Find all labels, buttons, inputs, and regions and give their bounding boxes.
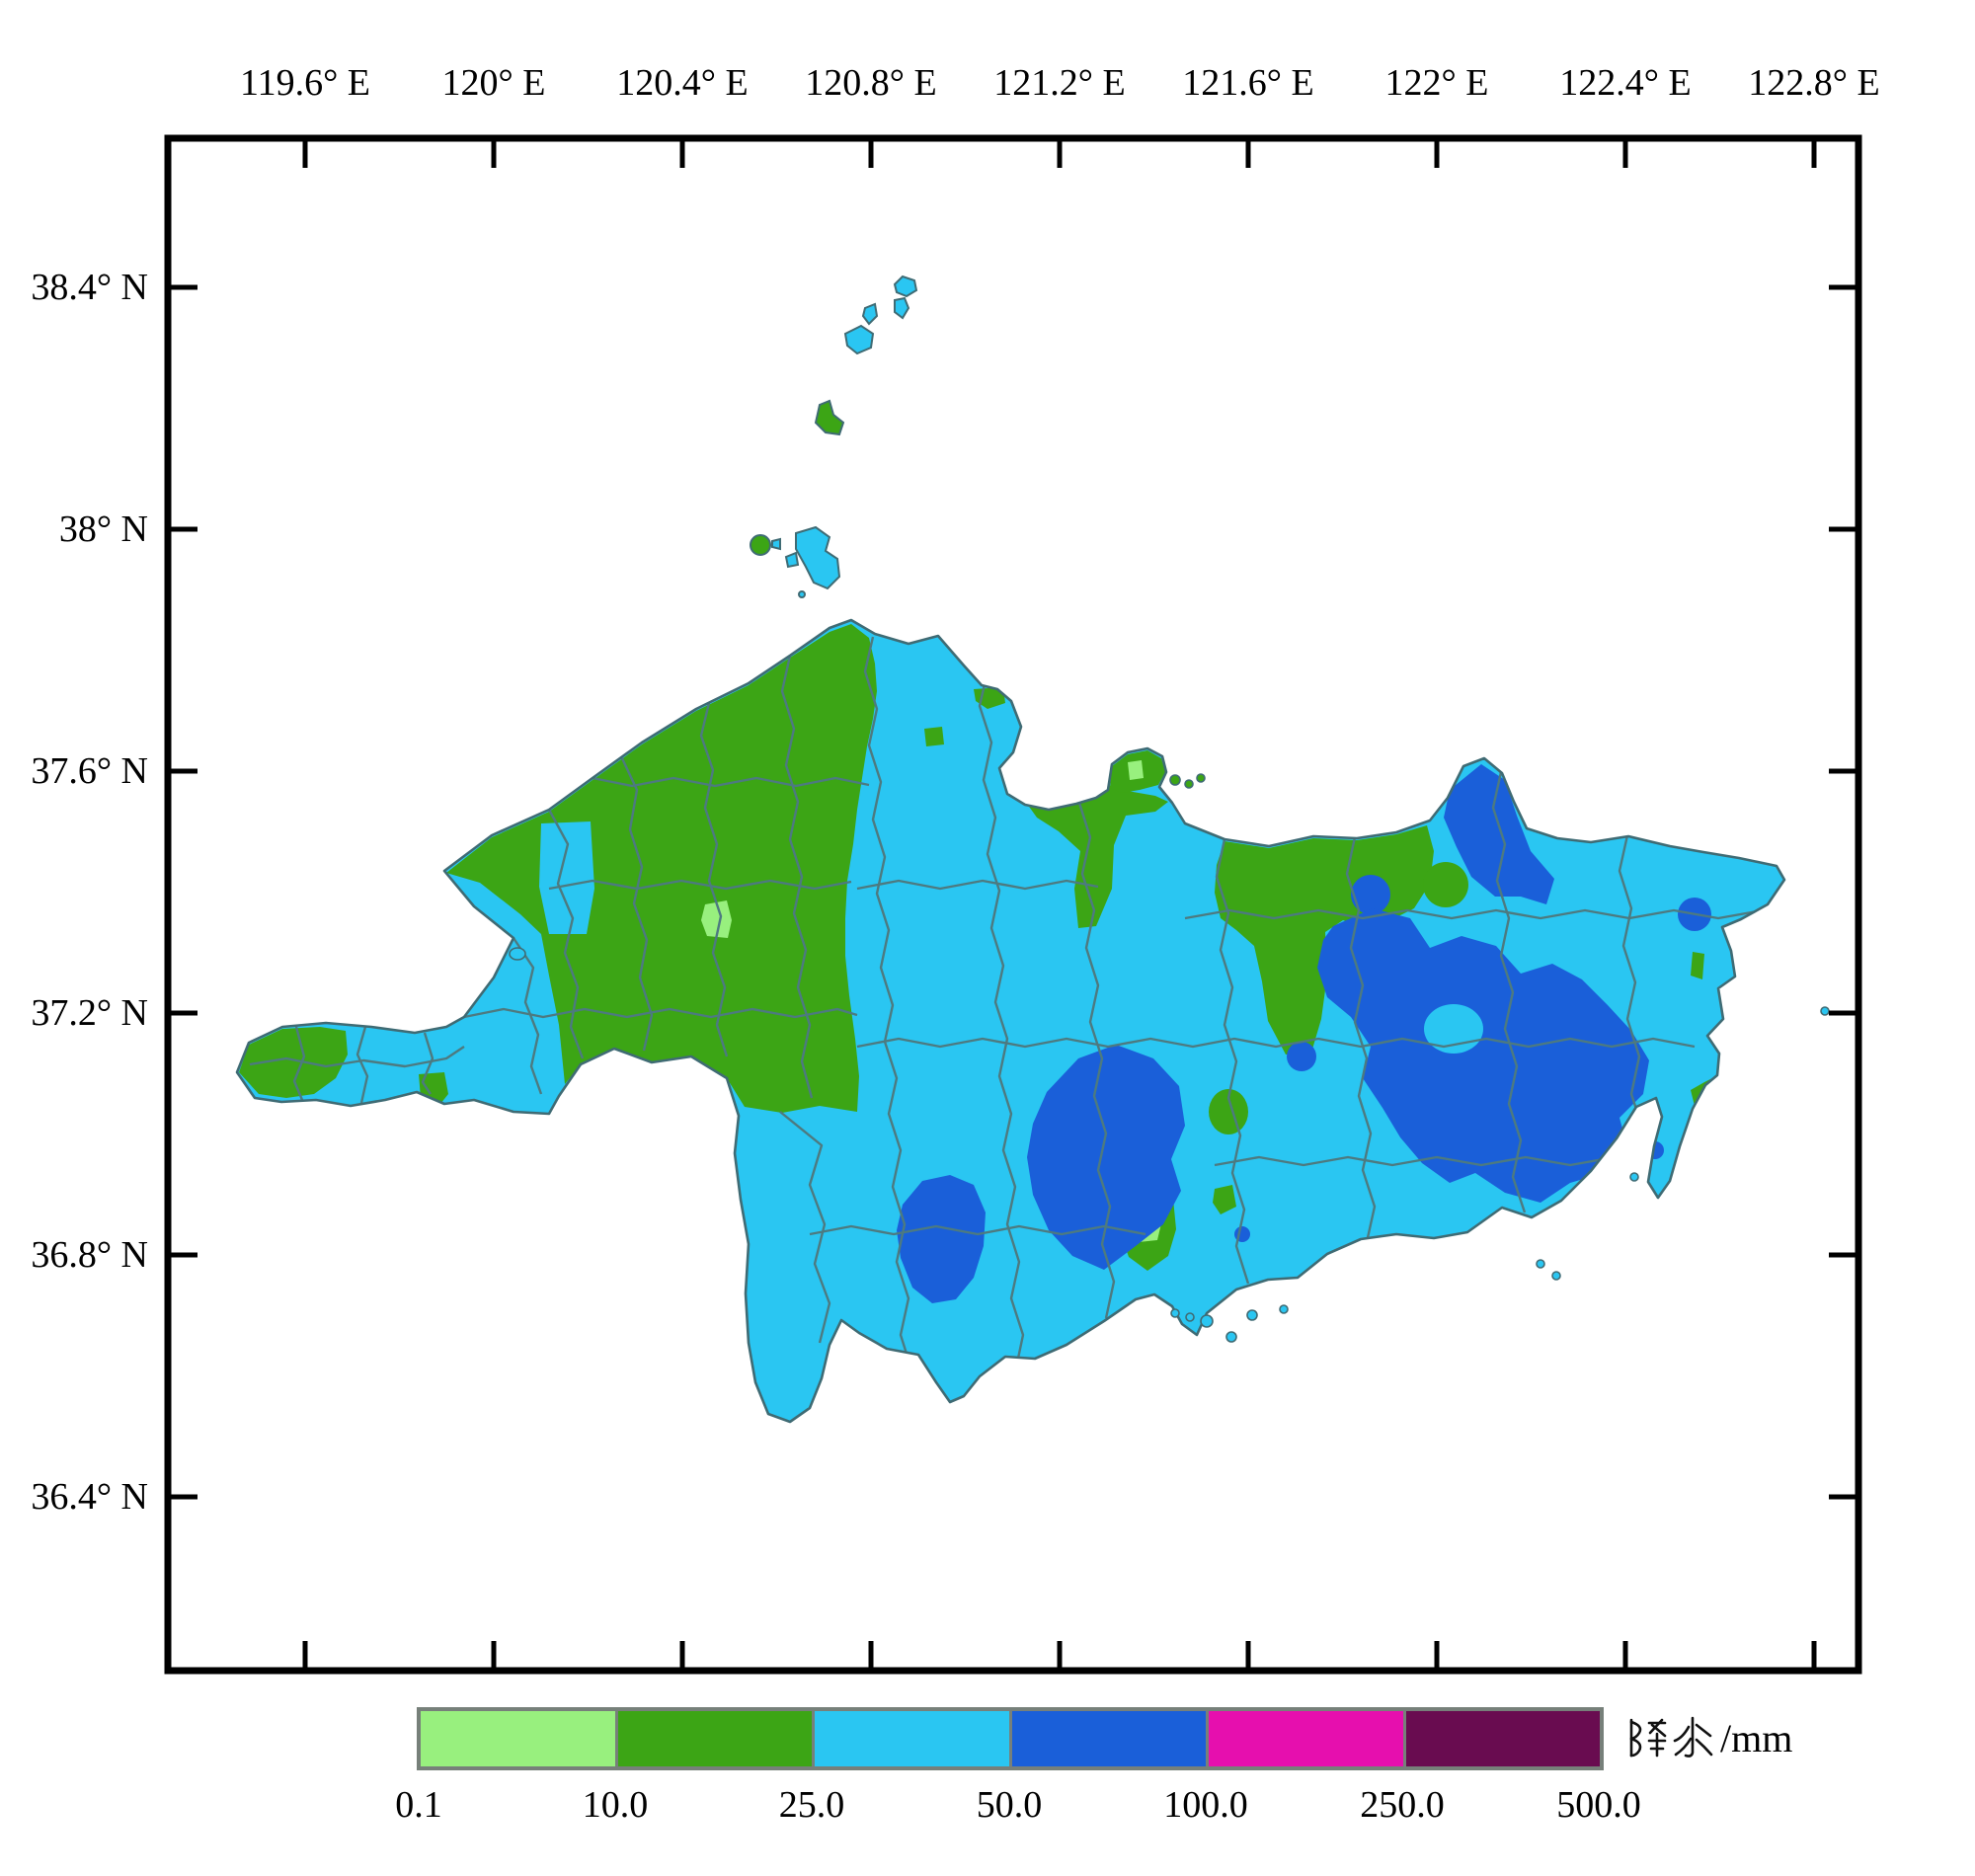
islet xyxy=(1536,1259,1545,1269)
green-small-patch-2 xyxy=(1213,1185,1236,1214)
legend-label: 50.0 xyxy=(976,1784,1043,1826)
legend-label: 10.0 xyxy=(582,1784,649,1826)
regions-50-100mm xyxy=(897,764,1835,1303)
islet xyxy=(1185,1312,1195,1322)
blue-northeast-patch xyxy=(1793,930,1835,977)
islet-green xyxy=(1169,774,1181,786)
coastal-islets xyxy=(509,773,1830,1343)
lon-tick-label: 120° E xyxy=(441,62,546,104)
lon-tick-label: 119.6° E xyxy=(240,62,370,104)
lon-tick-label: 122.4° E xyxy=(1559,62,1692,104)
legend-title: /mm xyxy=(1625,1710,1792,1765)
islet xyxy=(1225,1331,1237,1343)
islet xyxy=(798,590,806,598)
island xyxy=(843,324,875,355)
legend-seg-10-25 xyxy=(617,1711,815,1766)
island xyxy=(784,551,800,569)
blue-southwest-blob xyxy=(897,1175,986,1303)
islet xyxy=(1820,1006,1830,1016)
islet xyxy=(1170,1308,1180,1318)
green-east-coast-sliver xyxy=(1691,952,1704,979)
cjk-precipitation-glyphs xyxy=(1629,1716,1713,1758)
lon-tick-label: 121.6° E xyxy=(1182,62,1314,104)
legend-seg-25-50 xyxy=(815,1711,1012,1766)
lon-tick-label: 122.8° E xyxy=(1748,62,1880,104)
islet xyxy=(1200,1314,1214,1328)
island xyxy=(861,302,879,326)
lat-tick-label: 37.6° N xyxy=(31,750,148,792)
islet xyxy=(1279,1304,1289,1314)
lon-tick-label: 120.8° E xyxy=(805,62,937,104)
lat-tick-label: 38.4° N xyxy=(31,267,148,308)
lat-tick-label: 36.8° N xyxy=(31,1234,148,1276)
legend-seg-100-250 xyxy=(1209,1711,1406,1766)
blue-east-mass xyxy=(1317,908,1649,1203)
islet xyxy=(1246,1309,1258,1321)
lon-tick-label: 122° E xyxy=(1384,62,1489,104)
lat-tick-label: 38° N xyxy=(58,508,148,550)
island xyxy=(893,274,918,298)
legend-seg-50-100 xyxy=(1011,1711,1209,1766)
blue-spot-center xyxy=(1287,1042,1316,1071)
island xyxy=(795,525,841,590)
green-west-cape xyxy=(239,1027,348,1098)
north-islands xyxy=(750,274,918,598)
island-green xyxy=(814,399,845,436)
legend-colorbar xyxy=(417,1707,1604,1770)
islet xyxy=(509,947,526,961)
lon-tick-label: 121.2° E xyxy=(993,62,1126,104)
green-blob-south-center xyxy=(1209,1089,1248,1134)
dry-spot-west xyxy=(701,900,732,938)
blue-small-north xyxy=(1351,875,1390,914)
lon-tick-label: 120.4° E xyxy=(616,62,749,104)
lat-tick-label: 36.4° N xyxy=(31,1476,148,1518)
legend-label: 500.0 xyxy=(1556,1784,1641,1826)
island-green xyxy=(750,534,771,556)
islet xyxy=(1629,1172,1639,1182)
dry-spot-cape xyxy=(1128,760,1144,780)
blue-south-central-blob xyxy=(1027,1045,1185,1270)
legend-label: 250.0 xyxy=(1360,1784,1445,1826)
legend-label: 0.1 xyxy=(395,1784,442,1826)
lat-tick-label: 37.2° N xyxy=(31,992,148,1034)
legend-label: 25.0 xyxy=(778,1784,845,1826)
legend-seg-0.1-10 xyxy=(421,1711,618,1766)
legend-label: 100.0 xyxy=(1163,1784,1248,1826)
green-small-patch xyxy=(924,727,944,746)
islet xyxy=(1551,1271,1561,1281)
island xyxy=(894,296,910,320)
islet-green xyxy=(1184,779,1194,789)
green-north-coast-arm xyxy=(1027,777,1168,928)
islet-green xyxy=(1196,773,1206,783)
legend-seg-250-500 xyxy=(1405,1711,1600,1766)
plot-frame xyxy=(164,134,1862,1675)
island xyxy=(771,537,781,551)
legend-unit: /mm xyxy=(1720,1715,1793,1760)
green-blob-weihai-west xyxy=(1423,862,1468,907)
blue-weihai-north-strip xyxy=(1444,764,1554,904)
axis-ticks xyxy=(171,141,1856,1668)
green-west-central-region xyxy=(446,624,877,1113)
county-boundaries xyxy=(249,636,1764,1373)
